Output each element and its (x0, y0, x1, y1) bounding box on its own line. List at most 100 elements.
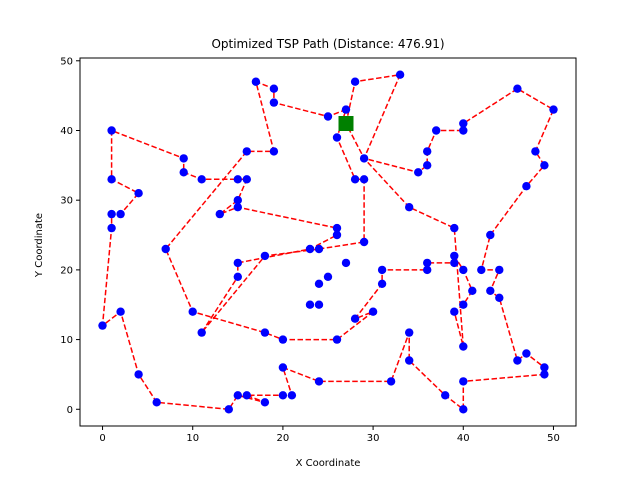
city-point (269, 84, 279, 93)
city-point (332, 133, 342, 142)
city-point (459, 119, 468, 128)
city-point (314, 279, 324, 288)
x-tick-label: 10 (186, 433, 199, 444)
city-point (323, 112, 333, 121)
city-point (134, 370, 143, 379)
city-point (459, 342, 468, 351)
city-point (107, 209, 116, 219)
city-point (522, 182, 531, 191)
city-point (540, 161, 549, 170)
city-point (405, 203, 414, 212)
city-point (161, 244, 170, 254)
city-point (549, 105, 558, 114)
city-point (423, 161, 432, 170)
x-tick-label: 30 (367, 433, 380, 444)
city-point (179, 168, 188, 177)
city-point (305, 244, 315, 254)
city-point (405, 356, 414, 365)
x-tick-label: 50 (547, 433, 560, 444)
city-point (278, 391, 288, 400)
city-point (242, 175, 251, 184)
city-point (341, 105, 351, 114)
city-point (341, 258, 351, 268)
city-point (278, 363, 288, 372)
city-point (215, 209, 224, 219)
x-axis-ticks: 0 10 20 30 40 50 (99, 426, 560, 444)
plot-frame (79, 57, 577, 427)
city-point (386, 377, 396, 386)
city-point (459, 405, 468, 414)
city-point (233, 175, 242, 184)
city-point (513, 356, 522, 365)
city-point (350, 77, 360, 86)
city-point (468, 286, 477, 295)
city-point (323, 272, 333, 281)
city-point (107, 223, 116, 233)
city-point (224, 405, 233, 414)
city-point (350, 175, 360, 184)
city-point (540, 370, 549, 379)
city-point (359, 237, 369, 247)
city-point (450, 251, 459, 261)
city-point (305, 300, 315, 309)
city-point (197, 328, 206, 337)
city-point (486, 286, 495, 295)
city-point (395, 70, 405, 79)
city-point (314, 244, 324, 254)
city-point (377, 265, 387, 275)
city-point (359, 154, 369, 163)
city-point (332, 335, 342, 344)
start-marker (338, 116, 354, 131)
city-point (540, 363, 549, 372)
city-point (260, 398, 270, 407)
city-point (332, 230, 342, 240)
city-point (287, 391, 297, 400)
y-axis-label: Y Coordinate (34, 213, 45, 278)
city-point (423, 147, 432, 156)
city-point (152, 398, 161, 407)
city-point (450, 258, 459, 268)
y-tick-label: 10 (60, 335, 73, 346)
city-point (242, 391, 251, 400)
city-point (477, 265, 486, 275)
city-point (531, 147, 540, 156)
city-point (459, 300, 468, 309)
city-point (368, 307, 378, 316)
city-point (197, 175, 206, 184)
city-point (260, 328, 270, 337)
city-point (332, 223, 342, 233)
city-point (459, 377, 468, 386)
city-point (423, 265, 432, 275)
x-tick-label: 40 (457, 433, 470, 444)
city-point (441, 391, 450, 400)
city-point (269, 147, 279, 156)
city-point (107, 175, 116, 184)
city-point (405, 328, 414, 337)
city-point (495, 293, 504, 302)
city-point (459, 126, 468, 135)
x-tick-label: 0 (99, 433, 105, 444)
city-point (423, 258, 432, 268)
city-point (233, 203, 242, 212)
city-point (450, 307, 459, 316)
city-point (459, 265, 468, 275)
city-point (486, 230, 495, 240)
y-tick-label: 20 (60, 265, 73, 276)
city-point (359, 175, 369, 184)
city-point (414, 168, 423, 177)
y-axis-ticks: 0 10 20 30 40 50 (60, 56, 80, 416)
city-point (450, 223, 459, 233)
y-tick-label: 50 (60, 56, 73, 67)
city-point (188, 307, 197, 316)
city-point (432, 126, 441, 135)
city-point (179, 154, 188, 163)
city-point (233, 258, 242, 268)
city-point (495, 265, 504, 275)
chart-title: Optimized TSP Path (Distance: 476.91) (211, 37, 444, 51)
city-point (233, 196, 242, 205)
city-point (107, 126, 116, 135)
city-point (98, 321, 107, 330)
y-tick-label: 0 (67, 405, 73, 416)
